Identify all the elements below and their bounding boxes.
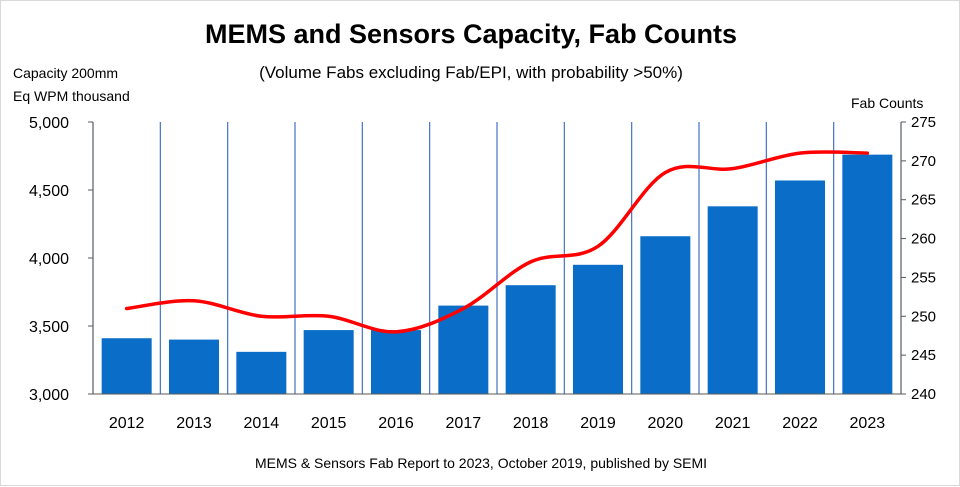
x-tick-label-2012: 2012	[109, 415, 145, 432]
x-tick-label-2018: 2018	[513, 415, 549, 432]
right-tick-label: 275	[911, 114, 936, 131]
plot-area: 3,000 3,500 4,000 4,500 5,000 240 245 250 255 260…	[29, 114, 936, 432]
bar-2013	[169, 340, 219, 394]
left-tick-label: 3,500	[29, 319, 69, 336]
right-tick-label: 255	[911, 269, 936, 286]
bar-2015	[304, 330, 354, 394]
right-tick-label: 260	[911, 231, 936, 248]
x-tick-label-2013: 2013	[176, 415, 212, 432]
right-tick-label: 250	[911, 308, 936, 325]
bar-2019	[573, 265, 623, 394]
left-tick-label: 5,000	[29, 115, 69, 132]
chart-source: MEMS & Sensors Fab Report to 2023, Octob…	[255, 455, 707, 471]
bar-2021	[708, 206, 758, 394]
right-axis-title: Fab Counts	[851, 95, 923, 111]
left-tick-label: 3,000	[29, 387, 69, 404]
x-tick-label-2019: 2019	[580, 415, 616, 432]
x-tick-label-2020: 2020	[648, 415, 684, 432]
x-tick-label-2016: 2016	[378, 415, 414, 432]
right-tick-label: 265	[911, 192, 936, 209]
bar-2020	[640, 236, 690, 394]
x-tick-label-2021: 2021	[715, 415, 751, 432]
x-tick-label-2015: 2015	[311, 415, 347, 432]
bar-2018	[506, 285, 556, 394]
right-tick-label: 245	[911, 347, 936, 364]
bar-2014	[236, 352, 286, 394]
bar-2023	[842, 155, 892, 394]
chart-subtitle: (Volume Fabs excluding Fab/EPI, with pro…	[259, 63, 683, 82]
left-axis-title-line1: Capacity 200mm	[13, 65, 118, 81]
right-tick-label: 270	[911, 153, 936, 170]
x-tick-label-2014: 2014	[244, 415, 280, 432]
bar-2022	[775, 180, 825, 394]
chart-title: MEMS and Sensors Capacity, Fab Counts	[205, 19, 737, 49]
right-tick-label: 240	[911, 386, 936, 403]
left-axis-title-line2: Eq WPM thousand	[13, 88, 130, 104]
left-tick-label: 4,000	[29, 251, 69, 268]
bar-2016	[371, 330, 421, 394]
x-tick-label-2022: 2022	[782, 415, 818, 432]
x-tick-label-2023: 2023	[850, 415, 886, 432]
bar-2012	[102, 338, 152, 394]
left-tick-label: 4,500	[29, 183, 69, 200]
x-tick-label-2017: 2017	[446, 415, 482, 432]
